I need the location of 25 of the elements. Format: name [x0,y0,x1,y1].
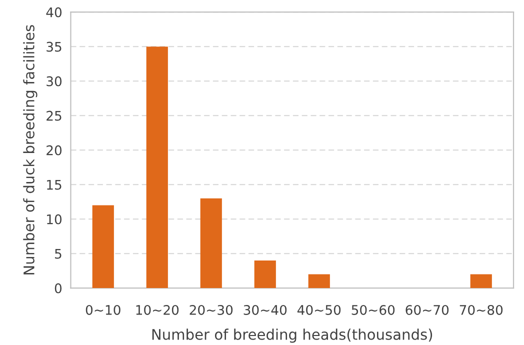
x-tick-label: 60~70 [406,304,449,315]
y-tick-label: 5 [55,248,62,259]
y-tick-label: 25 [46,110,62,121]
bar [308,274,330,288]
bar [254,260,276,288]
x-tick-label: 20~30 [190,304,233,315]
x-tick-label: 50~60 [352,304,395,315]
y-tick-label: 20 [46,145,62,156]
bar [146,46,168,288]
y-tick-label: 30 [46,76,62,86]
bar [92,205,114,288]
x-tick-label: 10~20 [136,304,179,315]
y-axis-title: Number of duck breeding facilities [23,25,38,274]
x-tick-label: 40~50 [297,304,341,315]
bar [470,274,492,288]
x-tick-label: 30~40 [244,304,287,315]
x-tick-label: 0~10 [86,304,120,315]
y-tick-label: 0 [54,283,62,294]
y-tick-label: 15 [47,180,62,190]
x-tick-label: 70~80 [460,304,503,315]
y-tick-label: 10 [47,214,62,224]
y-tick-label: 40 [46,7,62,18]
y-tick-label: 35 [46,42,62,52]
bar [200,198,222,288]
x-axis-title: Number of breeding heads(thousands) [152,328,432,343]
